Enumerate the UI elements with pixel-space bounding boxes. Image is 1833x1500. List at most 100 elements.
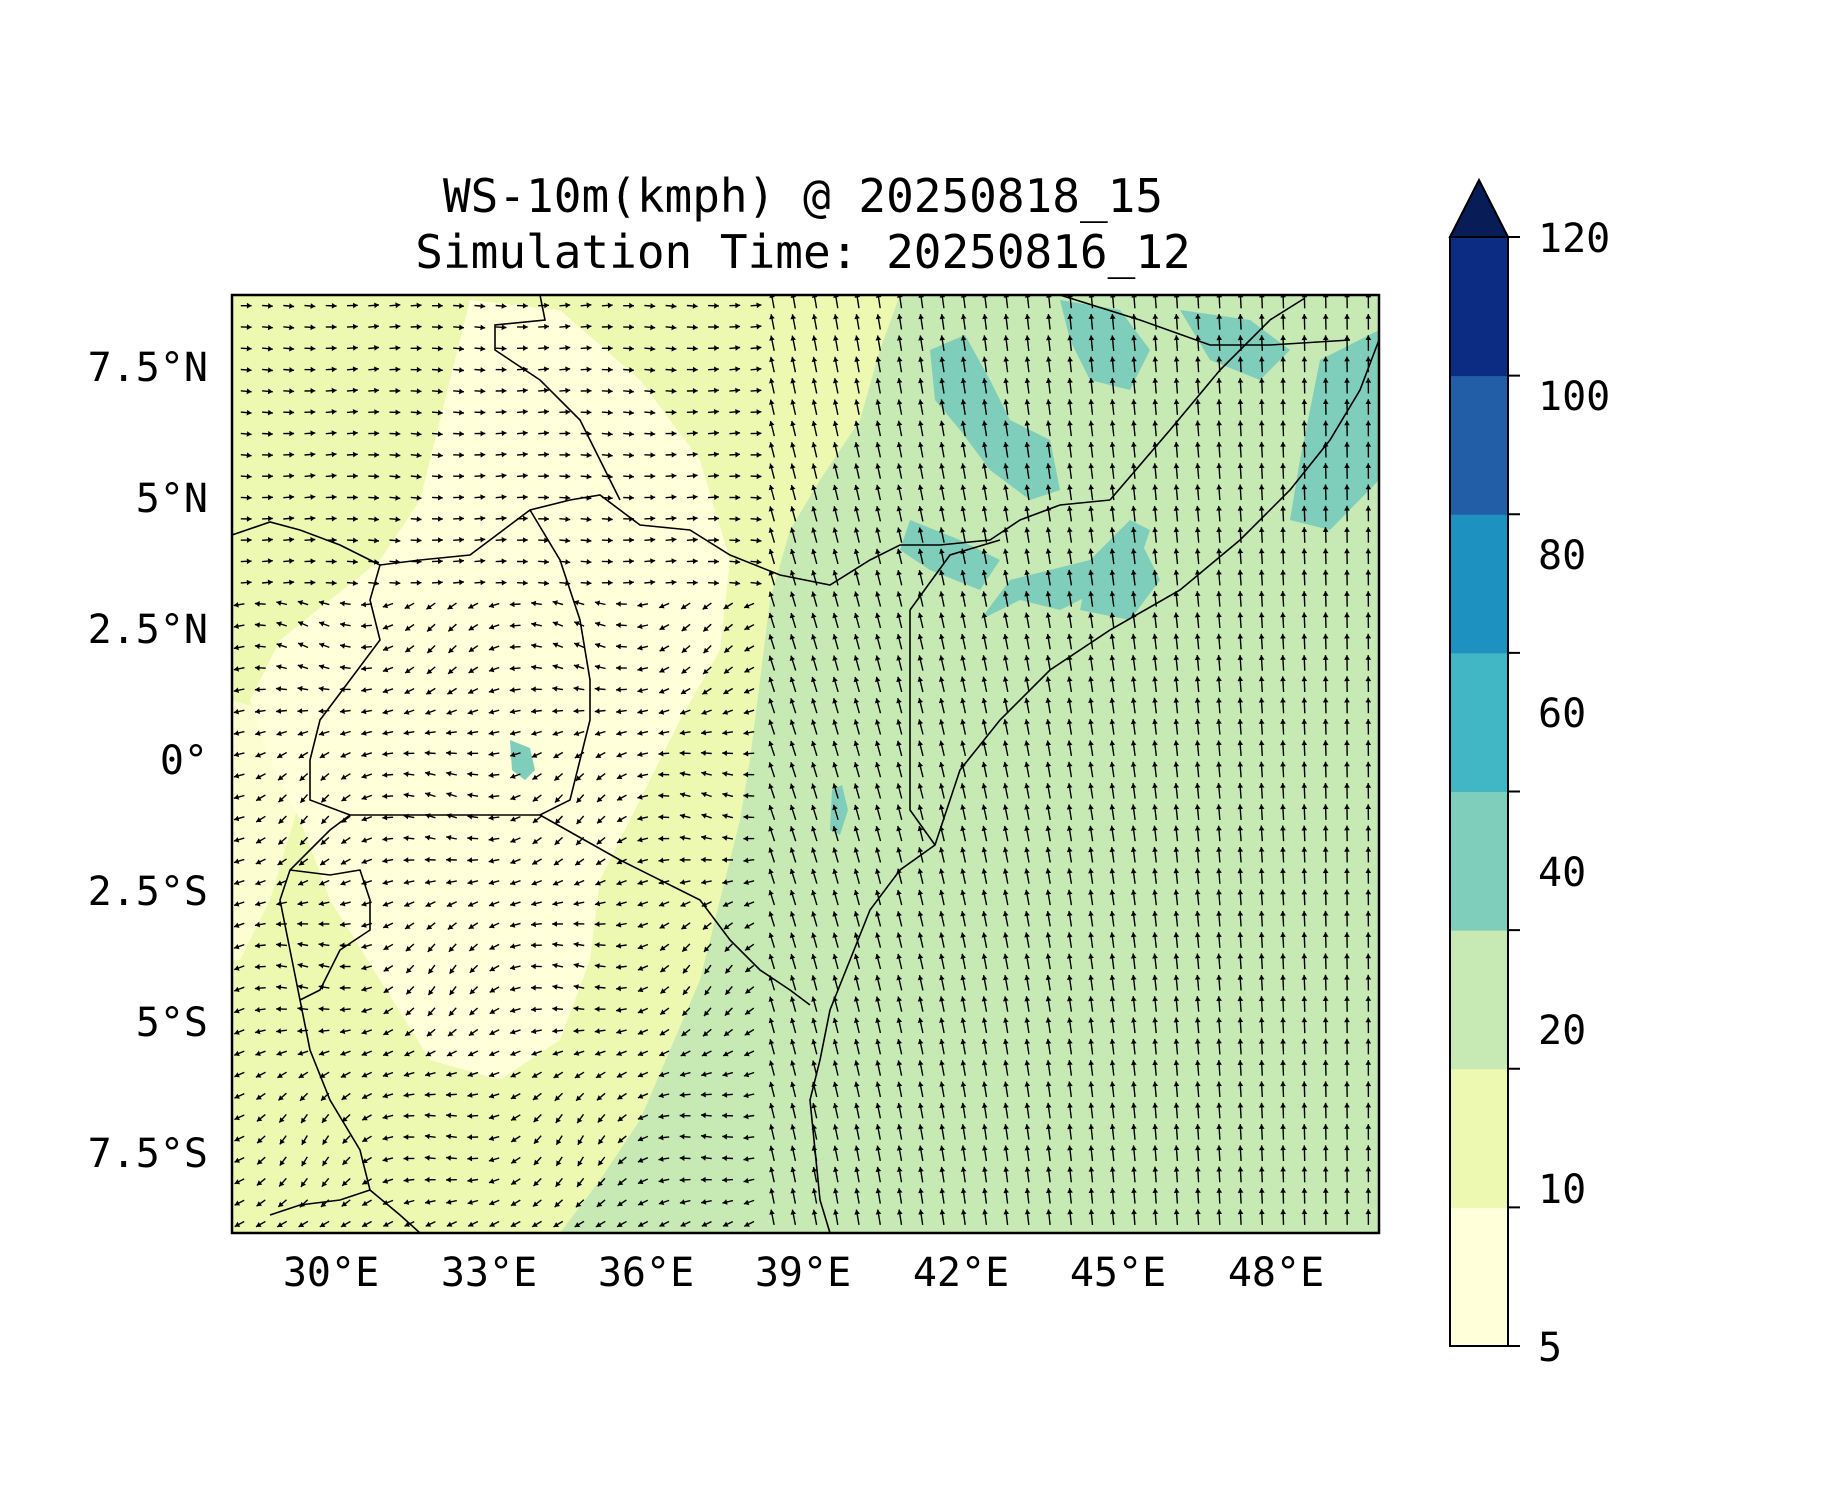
wind-arrow-head <box>276 880 283 886</box>
border-path-4 <box>494 295 621 501</box>
wind-arrow-head <box>1003 484 1009 490</box>
wind-arrow-head <box>598 1160 604 1166</box>
wind-arrow-head <box>509 665 515 672</box>
wind-arrow-head <box>1322 1081 1329 1087</box>
wind-arrow-head <box>875 314 882 320</box>
wind-arrow-head <box>960 719 966 725</box>
wind-arrow-head <box>297 921 303 927</box>
wind-arrow-head <box>917 634 924 640</box>
wind-arrow-head <box>918 1145 924 1151</box>
wind-arrow-head <box>769 1145 775 1151</box>
wind-arrow-head <box>896 890 902 896</box>
wind-arrow-head <box>1024 1102 1031 1108</box>
wind-arrow-head <box>361 601 367 608</box>
wind-arrow-head <box>1002 655 1009 661</box>
wind-arrow-head <box>939 356 946 362</box>
wind-arrow-head <box>1067 420 1073 426</box>
wind-arrow-head <box>1216 1038 1222 1044</box>
wind-arrow-head <box>756 387 762 394</box>
wind-arrow-head <box>405 923 411 929</box>
wind-arrow-head <box>713 409 719 415</box>
wind-arrow-head <box>1130 527 1137 533</box>
wind-arrow-head <box>318 1028 324 1034</box>
wind-arrow-head <box>331 345 337 351</box>
wind-arrow-head <box>1024 442 1031 448</box>
wind-arrow-head <box>1173 1060 1180 1066</box>
wind-arrow-head <box>769 399 775 405</box>
wind-arrow-head <box>1088 655 1094 661</box>
wind-arrow-head <box>960 698 966 704</box>
wind-arrow-head <box>510 880 516 886</box>
wind-arrow-head <box>1237 804 1244 810</box>
wind-arrow-head <box>480 324 486 331</box>
wind-arrow-head <box>1002 911 1009 917</box>
wind-arrow-head <box>960 889 966 896</box>
wind-arrow-head <box>246 409 252 416</box>
wind-arrow-head <box>1003 463 1009 469</box>
wind-arrow-head <box>278 818 284 824</box>
wind-arrow-head <box>573 1028 579 1034</box>
wind-arrow-head <box>446 1091 451 1098</box>
wind-arrow-head <box>1131 1081 1137 1087</box>
wind-arrow-head <box>616 985 621 992</box>
wind-arrow-head <box>939 932 945 938</box>
wind-arrow-head <box>1301 484 1308 490</box>
wind-arrow-head <box>1131 356 1137 362</box>
wind-arrow-head <box>1301 676 1308 682</box>
wind-arrow-head <box>854 1081 860 1087</box>
wind-arrow-head <box>692 473 698 479</box>
wind-arrow-head <box>289 536 295 543</box>
wind-arrow-head <box>790 399 796 405</box>
wind-arrow-head <box>897 1209 903 1215</box>
wind-arrow-head <box>789 890 796 896</box>
wind-arrow-head <box>853 890 860 896</box>
wind-arrow-head <box>875 591 881 597</box>
wind-arrow-head <box>310 473 316 479</box>
wind-arrow-head <box>743 1177 749 1184</box>
wind-arrow-head <box>341 1201 348 1207</box>
wind-arrow-head <box>256 1201 262 1207</box>
wind-arrow-head <box>576 818 582 825</box>
wind-arrow-head <box>404 688 411 694</box>
wind-arrow-head <box>573 730 580 736</box>
wind-arrow-head <box>489 624 495 630</box>
wind-arrow-head <box>510 943 516 949</box>
wind-arrow-head <box>1109 505 1116 511</box>
wind-arrow-head <box>896 1017 903 1023</box>
wind-arrow-head <box>735 345 741 351</box>
wind-arrow-head <box>735 430 741 436</box>
wind-arrow-head <box>1067 1166 1073 1172</box>
wind-arrow-head <box>1280 1060 1286 1065</box>
wind-arrow-head <box>790 1209 797 1215</box>
wind-arrow-head <box>234 1221 241 1227</box>
wind-arrow-head <box>790 506 796 512</box>
wind-arrow-head <box>832 527 838 533</box>
wind-arrow-head <box>1003 1166 1009 1172</box>
wind-arrow-head <box>1173 527 1180 533</box>
wind-arrow-head <box>650 515 656 522</box>
wind-arrow-head <box>671 303 677 309</box>
wind-arrow-head <box>382 1178 389 1184</box>
wind-arrow-head <box>1130 761 1137 767</box>
wind-arrow-head <box>1195 1188 1201 1193</box>
wind-arrow-head <box>1194 548 1201 554</box>
wind-arrow-head <box>1045 953 1052 959</box>
wind-arrow-head <box>1130 633 1137 639</box>
wind-arrow-head <box>383 1221 389 1227</box>
wind-arrow-head <box>1152 974 1158 980</box>
wind-arrow-head <box>939 1039 945 1045</box>
wind-arrow-head <box>447 604 454 610</box>
wind-arrow-head <box>1045 633 1052 640</box>
wind-arrow-head <box>650 388 656 395</box>
wind-arrow-head <box>938 868 945 874</box>
wind-arrow-head <box>1237 1145 1244 1151</box>
wind-vector-field <box>233 295 1372 1228</box>
wind-arrow-head <box>1045 548 1052 554</box>
wind-arrow-head <box>374 516 379 522</box>
wind-arrow-head <box>1002 889 1009 895</box>
wind-arrow-head <box>552 600 558 606</box>
wind-arrow-head <box>660 945 666 951</box>
wind-arrow-head <box>637 944 644 950</box>
wind-arrow-head <box>1152 569 1158 575</box>
wind-arrow-head <box>1344 505 1350 511</box>
